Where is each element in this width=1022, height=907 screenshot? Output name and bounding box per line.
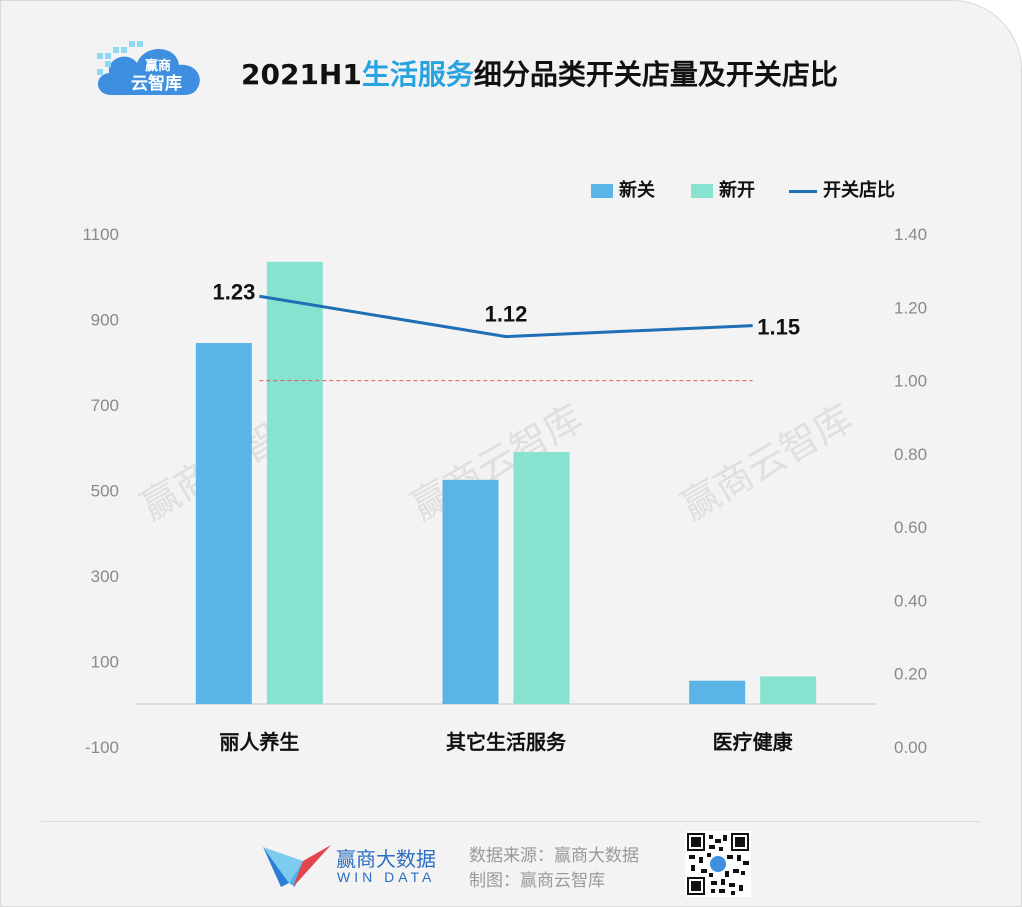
source-line: 数据来源：赢商大数据	[469, 846, 639, 866]
ratio-data-label-1: 1.12	[485, 302, 528, 327]
qr-code-icon	[685, 831, 751, 897]
win-data-logo-icon	[263, 845, 331, 887]
legend-label-opened: 新开	[719, 180, 755, 201]
ratio-data-label-2: 1.15	[757, 315, 800, 340]
brand-name: 赢商大数据	[336, 847, 436, 871]
ratio-line	[259, 294, 753, 339]
left-tick-label-1: 900	[91, 311, 119, 330]
bar-opened-2	[760, 676, 817, 704]
bar-opened-0	[266, 261, 323, 704]
title-highlight: 生活服务	[361, 58, 474, 91]
category-label-1: 其它生活服务	[446, 730, 567, 754]
page-title: 2021H1生活服务细分品类开关店量及开关店比	[241, 53, 838, 99]
right-tick-label-2: 1.00	[894, 372, 927, 391]
category-label-0: 丽人养生	[219, 730, 299, 754]
legend-label-ratio: 开关店比	[823, 180, 895, 201]
chart-plot: 赢商云智库赢商云智库赢商云智库 1100900700500300100-100 …	[82, 225, 927, 757]
left-tick-label-2: 700	[91, 396, 119, 415]
bar-opened-1	[513, 452, 570, 704]
right-tick-label-4: 0.60	[894, 518, 927, 537]
left-axis-ticks: 1100 900 700 500 300 100 -100	[82, 225, 119, 757]
right-tick-label-0: 1.40	[894, 225, 927, 244]
watermark-2: 赢商云智库	[674, 396, 861, 529]
legend-line-ratio	[789, 189, 817, 193]
bar-closed-1	[442, 479, 499, 704]
category-label-2: 医疗健康	[713, 730, 794, 754]
legend-label-closed: 新关	[619, 180, 655, 201]
bar-closed-2	[689, 680, 746, 704]
legend-swatch-closed	[591, 184, 613, 198]
cloud-logo-icon: 赢商 云智库	[97, 41, 200, 95]
title-suffix: 细分品类开关店量及开关店比	[473, 58, 838, 91]
bar-closed-0	[195, 343, 252, 704]
title-prefix: 2021H1	[241, 58, 362, 91]
right-tick-label-7: 0.00	[894, 738, 927, 757]
right-tick-label-6: 0.20	[894, 665, 927, 684]
source-text: 数据来源：赢商大数据 制图：赢商云智库	[469, 844, 639, 894]
legend-item-ratio: 开关店比	[789, 176, 895, 202]
legend-swatch-opened	[691, 184, 713, 198]
logo-text-bottom: 云智库	[131, 73, 182, 93]
bar-group	[136, 261, 876, 705]
right-axis-ticks: 1.40 1.20 1.00 0.80 0.60 0.40 0.20 0.00	[894, 225, 927, 757]
line-group: 1.23 1.12 1.15	[213, 279, 800, 382]
logo-text-top: 赢商	[145, 58, 171, 73]
left-tick-label-3: 500	[91, 482, 119, 501]
right-tick-label-5: 0.40	[894, 591, 927, 610]
right-tick-label-1: 1.20	[894, 298, 927, 317]
made-by-line: 制图：赢商云智库	[469, 871, 605, 891]
left-tick-label-0: 1100	[82, 225, 119, 244]
left-tick-label-6: -100	[85, 738, 119, 757]
legend-item-opened: 新开	[691, 176, 755, 202]
left-tick-label-4: 300	[91, 567, 119, 586]
category-labels: 丽人养生 其它生活服务 医疗健康	[219, 730, 793, 754]
legend-item-closed: 新关	[591, 176, 655, 202]
right-tick-label-3: 0.80	[894, 445, 927, 464]
left-tick-label-5: 100	[91, 653, 119, 672]
ratio-data-label-0: 1.23	[213, 279, 256, 304]
brand-subtitle: WIN DATA	[337, 869, 436, 885]
footer-divider	[41, 821, 981, 822]
